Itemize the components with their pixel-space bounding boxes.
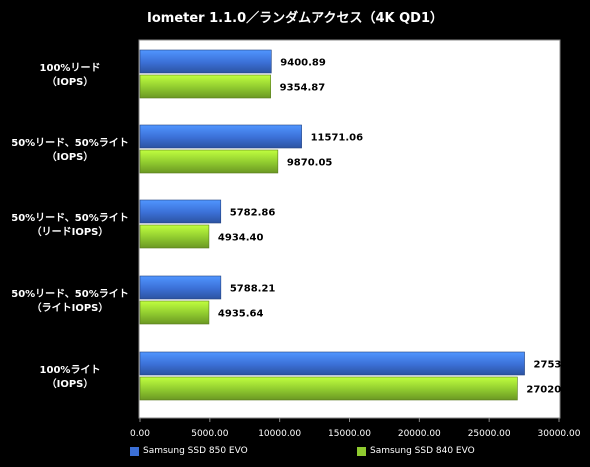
- bar-850-evo-0: [139, 49, 272, 74]
- category-label-0: 100%リード（IOPS）: [40, 62, 101, 88]
- category-label-1: 50%リード、50%ライト（IOPS）: [11, 137, 128, 163]
- data-label-850-evo-2: 5782.86: [230, 208, 276, 219]
- bar-850-evo-3: [139, 275, 222, 300]
- bar-850-evo-4: [139, 351, 525, 376]
- x-tick-label-1: 5000.00: [191, 429, 228, 439]
- legend-swatch-840: [357, 446, 366, 456]
- data-label-840-evo-3: 4935.64: [218, 309, 264, 320]
- x-tick-label-4: 20000.00: [398, 429, 441, 439]
- data-label-850-evo-3: 5788.21: [230, 284, 276, 295]
- data-label-850-evo-1: 11571.06: [311, 133, 364, 144]
- data-label-850-evo-4: 27532.83: [534, 360, 587, 371]
- bar-850-evo-2: [139, 199, 222, 224]
- bar-850-evo-1: [139, 124, 302, 149]
- data-label-840-evo-2: 4934.40: [218, 233, 264, 244]
- chart-title: Iometer 1.1.0／ランダムアクセス（4K QD1）: [147, 10, 443, 26]
- x-tick-label-6: 30000.00: [538, 429, 581, 439]
- x-tick-label-0: 0.00: [130, 429, 150, 439]
- bar-840-evo-2: [139, 224, 210, 249]
- legend-item-840: Samsung SSD 840 EVO: [357, 446, 475, 456]
- data-label-840-evo-4: 27020.83: [526, 385, 579, 396]
- data-label-840-evo-0: 9354.87: [280, 83, 326, 94]
- chart-svg: Iometer 1.1.0／ランダムアクセス（4K QD1） 9400.89 11…: [11, 10, 587, 439]
- data-label-850-evo-0: 9400.89: [280, 58, 326, 69]
- legend-swatch-850: [130, 446, 139, 456]
- legend-item-850: Samsung SSD 850 EVO: [130, 446, 248, 456]
- bar-840-evo-1: [139, 149, 279, 174]
- bar-840-evo-0: [139, 74, 271, 99]
- legend-label-840: Samsung SSD 840 EVO: [370, 446, 475, 456]
- category-label-3: 50%リード、50%ライト（ライトIOPS）: [11, 288, 128, 314]
- category-label-2: 50%リード、50%ライト（リードIOPS）: [11, 212, 128, 238]
- bar-840-evo-4: [139, 376, 518, 401]
- x-tick-label-5: 25000.00: [468, 429, 511, 439]
- data-label-840-evo-1: 9870.05: [287, 158, 333, 169]
- legend: Samsung SSD 850 EVO Samsung SSD 840 EVO: [0, 446, 590, 462]
- category-label-4: 100%ライト（IOPS）: [40, 364, 101, 390]
- bar-840-evo-3: [139, 300, 210, 325]
- x-tick-label-3: 15000.00: [328, 429, 371, 439]
- legend-label-850: Samsung SSD 850 EVO: [143, 446, 248, 456]
- x-tick-label-2: 10000.00: [258, 429, 301, 439]
